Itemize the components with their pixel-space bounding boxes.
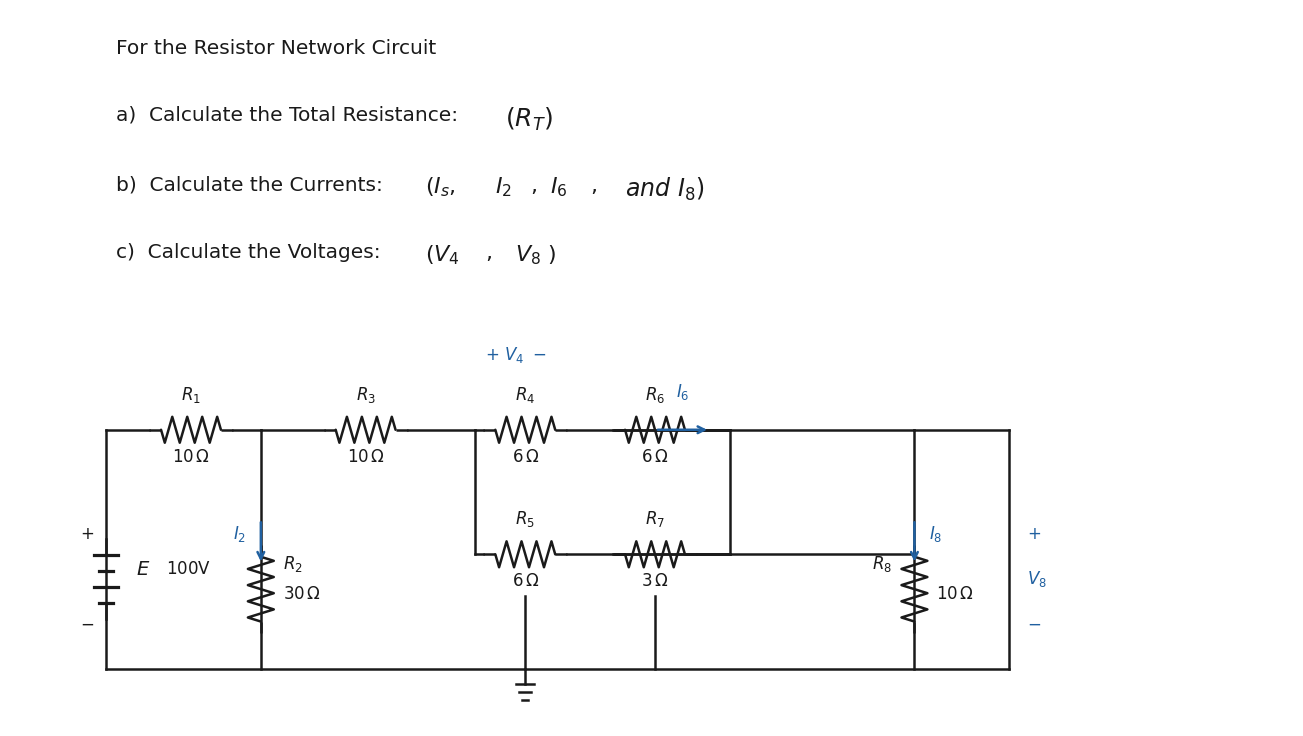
Text: $(I_s,$: $(I_s,$ [426,176,456,199]
Text: $R_4$: $R_4$ [515,385,536,405]
Text: $I_6$: $I_6$ [550,176,568,199]
Text: $10\,\Omega$: $10\,\Omega$ [172,447,210,466]
Text: $-$: $-$ [79,615,94,633]
Text: $R_1$: $R_1$ [181,385,201,405]
Text: $I_2$: $I_2$ [495,176,512,199]
Text: $R_6$: $R_6$ [645,385,665,405]
Text: $,$: $,$ [485,244,493,263]
Text: $6\,\Omega$: $6\,\Omega$ [512,447,539,466]
Text: $,$: $,$ [530,176,537,196]
Text: $and\ I_8)$: $and\ I_8)$ [625,176,705,203]
Text: $I_2$: $I_2$ [233,524,246,545]
Text: $,$: $,$ [590,176,597,196]
Text: $(V_4$: $(V_4$ [426,244,460,267]
Text: $I_6$: $I_6$ [676,382,689,402]
Text: $-$: $-$ [1027,615,1041,633]
Text: $V_8$: $V_8$ [1027,569,1048,590]
Text: $R_5$: $R_5$ [515,509,536,529]
Text: $+\ V_4\ -$: $+\ V_4\ -$ [485,345,546,365]
Text: $I_8$: $I_8$ [929,524,943,545]
Text: c)  Calculate the Voltages:: c) Calculate the Voltages: [116,244,387,263]
Text: $(R_T)$: $(R_T)$ [506,106,554,133]
Text: a)  Calculate the Total Resistance:: a) Calculate the Total Resistance: [116,106,465,125]
Text: $R_7$: $R_7$ [645,509,665,529]
Text: $6\,\Omega$: $6\,\Omega$ [512,572,539,590]
Text: $10\,\Omega$: $10\,\Omega$ [937,585,975,603]
Text: $R_3$: $R_3$ [356,385,375,405]
Text: $10\,\Omega$: $10\,\Omega$ [347,447,384,466]
Text: $V_8\ )$: $V_8\ )$ [515,244,556,267]
Text: $+$: $+$ [1027,526,1041,543]
Text: $30\,\Omega$: $30\,\Omega$ [283,585,321,603]
Text: $100\mathrm{V}$: $100\mathrm{V}$ [165,560,211,578]
Text: b)  Calculate the Currents:: b) Calculate the Currents: [116,176,390,195]
Text: $3\,\Omega$: $3\,\Omega$ [641,572,668,590]
Text: $R_2$: $R_2$ [283,554,302,574]
Text: $+$: $+$ [79,526,94,543]
Text: $6\,\Omega$: $6\,\Omega$ [641,447,668,466]
Text: $E$: $E$ [136,560,150,578]
Text: $R_8$: $R_8$ [873,554,893,574]
Text: For the Resistor Network Circuit: For the Resistor Network Circuit [116,39,437,58]
